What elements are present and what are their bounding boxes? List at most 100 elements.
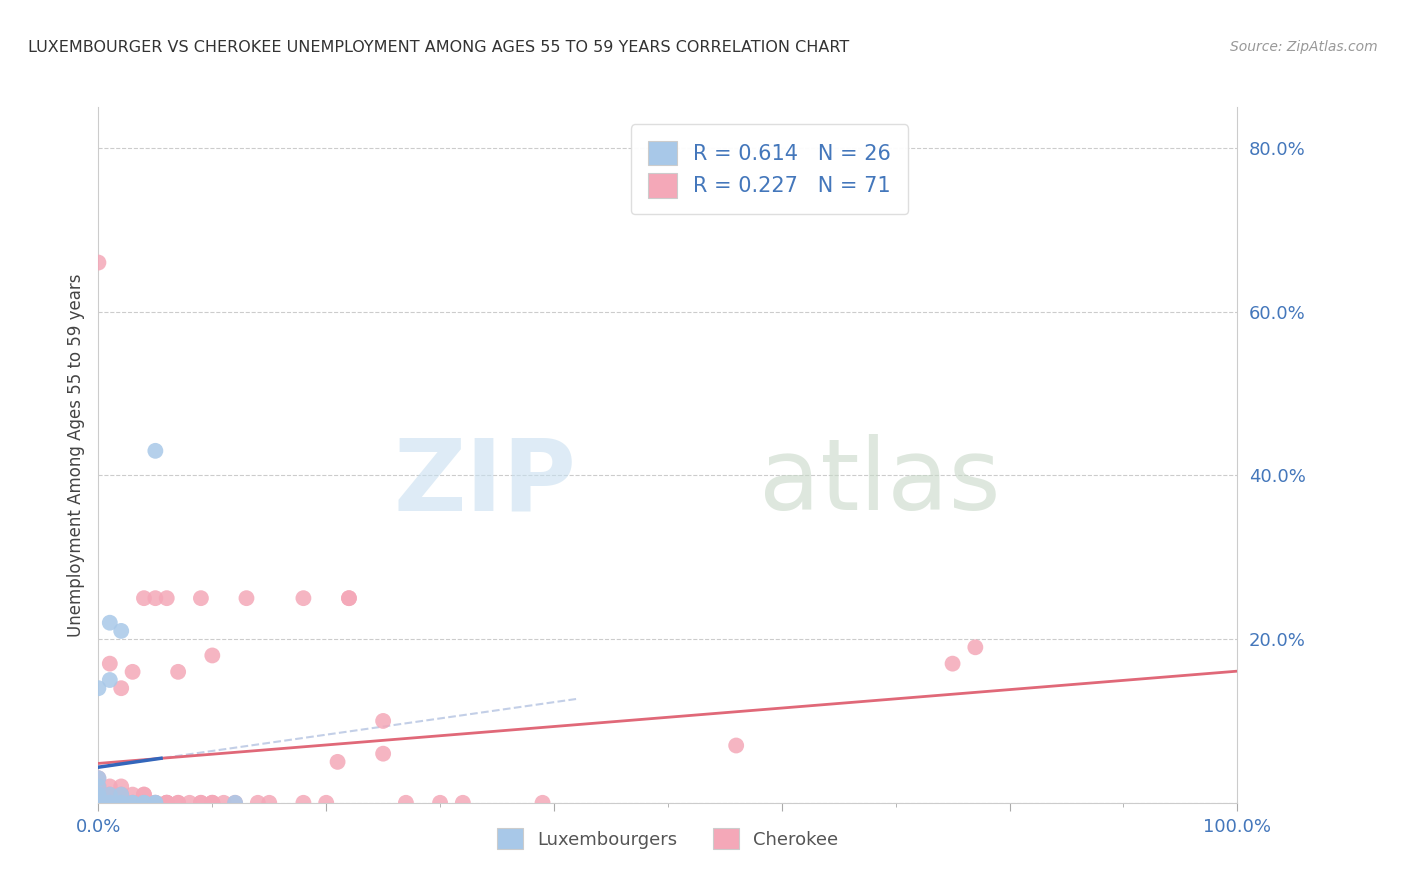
Point [87,796,110,810]
Point [224,796,246,810]
Point [87,788,110,802]
Point [337,591,360,606]
Point [110,796,132,810]
Point [145,591,167,606]
Point [725,739,748,753]
Point [110,796,132,810]
Point [110,796,132,810]
Text: LUXEMBOURGER VS CHEROKEE UNEMPLOYMENT AMONG AGES 55 TO 59 YEARS CORRELATION CHAR: LUXEMBOURGER VS CHEROKEE UNEMPLOYMENT AM… [28,40,849,55]
Point [246,796,269,810]
Point [110,788,132,802]
Point [326,755,349,769]
Point [98,796,121,810]
Point [179,796,201,810]
Point [98,796,121,810]
Point [98,780,121,794]
Point [167,665,190,679]
Point [87,255,110,269]
Point [942,657,965,671]
Point [110,681,132,696]
Point [371,714,394,728]
Text: Source: ZipAtlas.com: Source: ZipAtlas.com [1230,40,1378,54]
Point [121,796,143,810]
Legend: Luxembourgers, Cherokee: Luxembourgers, Cherokee [491,822,845,856]
Point [190,796,212,810]
Point [156,796,179,810]
Point [98,788,121,802]
Point [132,796,155,810]
Point [87,788,110,802]
Point [451,796,474,810]
Point [87,780,110,794]
Point [145,796,167,810]
Point [132,788,155,802]
Point [98,796,121,810]
Point [156,796,179,810]
Point [98,796,121,810]
Point [121,796,143,810]
Point [201,796,224,810]
Point [87,796,110,810]
Point [110,788,132,802]
Point [87,771,110,785]
Point [132,788,155,802]
Point [201,648,224,663]
Point [132,796,155,810]
Point [156,796,179,810]
Point [371,747,394,761]
Point [531,796,554,810]
Point [110,796,132,810]
Point [98,796,121,810]
Point [201,796,224,810]
Point [87,796,110,810]
Point [201,796,224,810]
Point [259,796,281,810]
Point [212,796,235,810]
Point [167,796,190,810]
Point [167,796,190,810]
Point [121,788,143,802]
Point [156,796,179,810]
Point [110,780,132,794]
Point [87,796,110,810]
Point [98,796,121,810]
Point [121,796,143,810]
Point [87,788,110,802]
Point [292,796,315,810]
Point [235,591,257,606]
Point [190,796,212,810]
Point [110,624,132,638]
Point [224,796,246,810]
Point [87,796,110,810]
Point [190,591,212,606]
Point [87,780,110,794]
Point [292,591,315,606]
Point [429,796,451,810]
Point [110,788,132,802]
Point [98,788,121,802]
Point [132,796,155,810]
Point [87,771,110,785]
Point [145,796,167,810]
Point [87,788,110,802]
Point [132,796,155,810]
Text: ZIP: ZIP [394,434,576,532]
Point [132,591,155,606]
Point [145,796,167,810]
Point [87,681,110,696]
Point [145,443,167,458]
Y-axis label: Unemployment Among Ages 55 to 59 years: Unemployment Among Ages 55 to 59 years [66,273,84,637]
Point [121,796,143,810]
Point [965,640,987,655]
Point [145,796,167,810]
Point [315,796,337,810]
Point [98,673,121,687]
Point [98,657,121,671]
Point [337,591,360,606]
Point [98,615,121,630]
Point [121,665,143,679]
Point [87,796,110,810]
Point [395,796,418,810]
Text: atlas: atlas [759,434,1001,532]
Point [145,796,167,810]
